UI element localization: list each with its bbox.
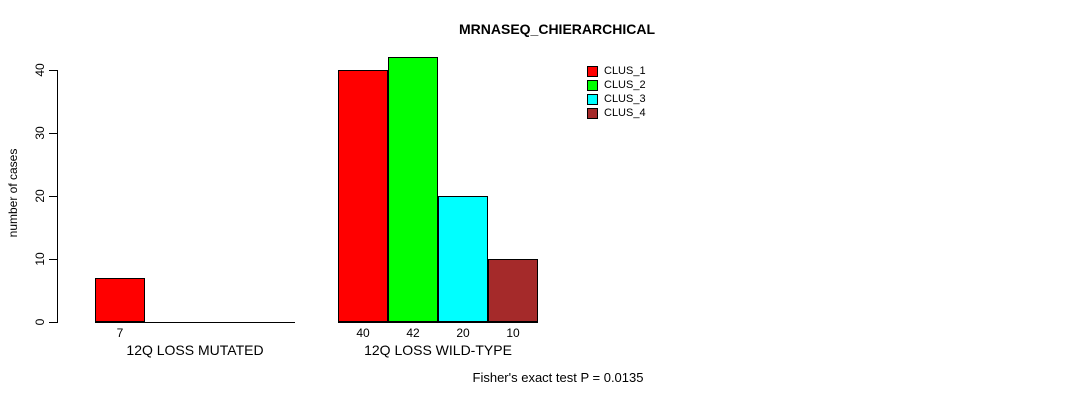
legend-item: CLUS_1	[587, 64, 646, 78]
bar	[488, 259, 538, 322]
legend-swatch	[587, 107, 598, 119]
bar	[438, 196, 488, 322]
legend-label: CLUS_3	[604, 93, 646, 105]
legend-label: CLUS_2	[604, 79, 646, 91]
y-tick-label: 20	[33, 189, 47, 203]
y-axis-line	[57, 70, 58, 323]
bar-value-label: 7	[116, 326, 124, 340]
y-tick-label: 10	[33, 252, 47, 266]
bar	[388, 57, 438, 322]
legend: CLUS_1 CLUS_2 CLUS_3 CLUS_4	[587, 64, 646, 120]
y-tick	[49, 70, 57, 71]
group-label: 12Q LOSS MUTATED	[126, 342, 264, 358]
bar	[338, 70, 388, 322]
group-label: 12Q LOSS WILD-TYPE	[364, 342, 512, 358]
bar-value-label: 40	[356, 326, 370, 340]
legend-label: CLUS_4	[604, 107, 646, 119]
bar-value-label: 20	[456, 326, 470, 340]
bar	[95, 278, 145, 322]
y-axis-title: number of cases	[6, 148, 20, 238]
y-tick-label: 0	[33, 318, 47, 326]
bar-value-label: 10	[506, 326, 520, 340]
legend-item: CLUS_4	[587, 106, 646, 120]
y-tick-label: 30	[33, 126, 47, 140]
y-tick-label: 40	[33, 63, 47, 77]
x-axis-baseline	[338, 322, 538, 323]
legend-swatch	[587, 93, 598, 105]
legend-swatch	[587, 79, 598, 91]
y-tick	[49, 133, 57, 134]
y-tick	[49, 196, 57, 197]
legend-item: CLUS_2	[587, 78, 646, 92]
legend-item: CLUS_3	[587, 92, 646, 106]
x-axis-baseline	[95, 322, 295, 323]
bar-value-label: 42	[406, 326, 420, 340]
chart-title: MRNASEQ_CHIERARCHICAL	[458, 21, 656, 37]
footer-annotation: Fisher's exact test P = 0.0135	[472, 370, 644, 385]
y-tick	[49, 322, 57, 323]
y-tick	[49, 259, 57, 260]
legend-swatch	[587, 65, 598, 77]
legend-label: CLUS_1	[604, 65, 646, 77]
